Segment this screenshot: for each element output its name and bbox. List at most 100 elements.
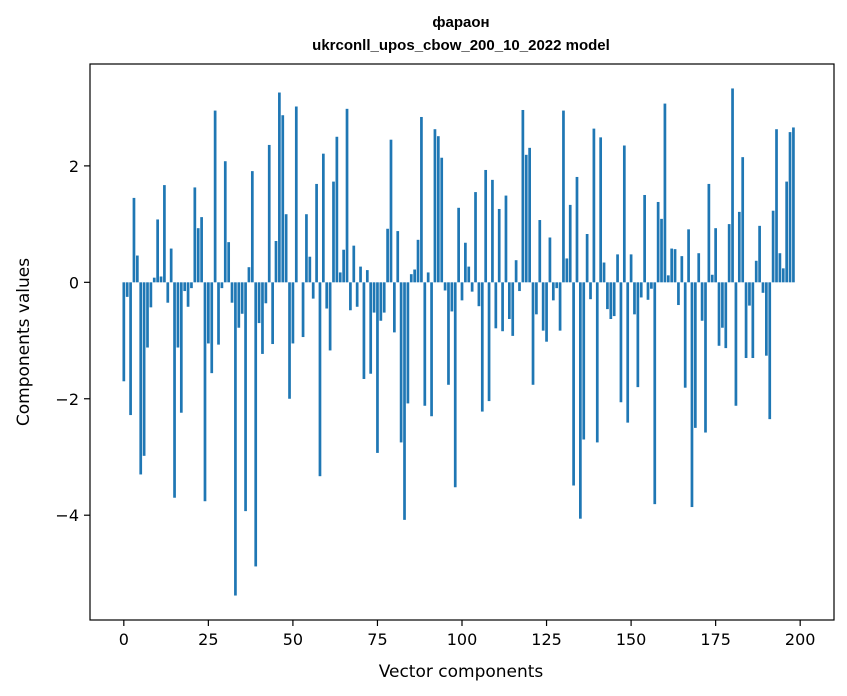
bar-177 xyxy=(721,282,724,328)
bar-124 xyxy=(541,282,545,331)
bar-54 xyxy=(305,214,308,283)
bar-149 xyxy=(626,282,630,423)
bar-36 xyxy=(244,282,247,512)
bar-19 xyxy=(186,282,190,307)
bar-104 xyxy=(474,192,477,283)
bar-26 xyxy=(210,282,214,374)
bar-92 xyxy=(433,129,437,283)
x-tick-label: 100 xyxy=(447,630,478,649)
x-tick-label: 200 xyxy=(785,630,816,649)
bar-22 xyxy=(196,228,200,283)
bar-165 xyxy=(680,256,684,283)
bar-80 xyxy=(393,282,396,333)
bar-81 xyxy=(396,231,400,283)
bar-32 xyxy=(230,282,234,303)
bar-172 xyxy=(704,282,707,433)
bar-60 xyxy=(325,282,329,309)
bar-197 xyxy=(788,132,792,283)
bar-128 xyxy=(555,282,559,289)
bar-76 xyxy=(379,282,383,321)
chart-title-line1: фараон xyxy=(432,14,489,31)
bar-175 xyxy=(714,228,717,283)
x-axis-ticks: 0 25 50 75 100 125 150 175 200 xyxy=(119,620,816,649)
bar-38 xyxy=(250,171,254,283)
bar-150 xyxy=(629,254,633,283)
y-tick-label: −2 xyxy=(55,390,79,409)
bar-29 xyxy=(220,282,224,289)
bar-28 xyxy=(217,282,220,345)
bar-135 xyxy=(579,282,582,519)
bar-79 xyxy=(389,139,393,283)
bar-70 xyxy=(359,266,362,283)
bar-8 xyxy=(149,282,153,308)
bar-112 xyxy=(501,282,504,332)
bar-57 xyxy=(315,183,318,283)
bar-11 xyxy=(159,276,163,283)
bar-136 xyxy=(582,282,586,440)
bar-25 xyxy=(207,282,210,344)
bar-110 xyxy=(494,282,498,329)
bar-69 xyxy=(355,282,359,307)
bar-41 xyxy=(261,282,264,354)
bar-71 xyxy=(362,282,366,379)
bar-89 xyxy=(423,282,427,406)
bar-180 xyxy=(731,88,734,283)
bar-151 xyxy=(633,282,636,315)
bar-55 xyxy=(308,256,312,283)
bar-159 xyxy=(660,218,663,283)
bar-154 xyxy=(643,194,646,283)
bar-103 xyxy=(470,282,474,292)
y-tick-label: 2 xyxy=(69,157,79,176)
bar-49 xyxy=(288,282,291,399)
bar-72 xyxy=(365,270,369,283)
bar-145 xyxy=(612,282,616,317)
bar-144 xyxy=(609,282,613,319)
bar-24 xyxy=(203,282,207,502)
bar-65 xyxy=(342,249,345,283)
bar-14 xyxy=(169,248,173,283)
bar-88 xyxy=(420,116,423,283)
bar-155 xyxy=(646,282,650,300)
bar-4 xyxy=(135,255,139,283)
bar-56 xyxy=(311,282,315,299)
bar-134 xyxy=(575,176,579,283)
bar-156 xyxy=(650,282,653,289)
bar-114 xyxy=(507,282,511,319)
bar-170 xyxy=(697,253,701,283)
bar-0 xyxy=(122,282,126,382)
x-tick-label: 0 xyxy=(119,630,129,649)
x-tick-label: 50 xyxy=(283,630,303,649)
bar-15 xyxy=(173,282,176,498)
bar-152 xyxy=(636,282,640,388)
bar-2 xyxy=(129,282,132,416)
bar-40 xyxy=(257,282,261,324)
bar-12 xyxy=(163,185,166,283)
bar-130 xyxy=(562,110,565,283)
bar-158 xyxy=(656,201,660,283)
bar-13 xyxy=(166,282,170,303)
bar-188 xyxy=(758,225,761,283)
bar-193 xyxy=(775,129,778,283)
bar-16 xyxy=(176,282,180,348)
bar-176 xyxy=(717,282,721,346)
bar-122 xyxy=(535,282,538,315)
y-axis-label: Components values xyxy=(14,258,34,426)
bar-21 xyxy=(193,187,197,283)
bar-147 xyxy=(619,282,623,403)
bar-127 xyxy=(551,282,555,301)
bar-129 xyxy=(558,282,562,331)
bar-23 xyxy=(200,217,203,283)
y-tick-label: 0 xyxy=(69,273,79,292)
x-tick-label: 125 xyxy=(531,630,562,649)
bar-75 xyxy=(376,282,379,453)
bar-121 xyxy=(531,282,535,385)
bar-18 xyxy=(183,282,187,292)
bar-84 xyxy=(406,282,410,404)
bar-174 xyxy=(710,274,714,283)
bar-123 xyxy=(538,220,542,283)
x-axis-label: Vector components xyxy=(379,662,544,682)
bar-142 xyxy=(602,262,606,283)
x-tick-label: 75 xyxy=(367,630,387,649)
bar-191 xyxy=(768,282,772,420)
